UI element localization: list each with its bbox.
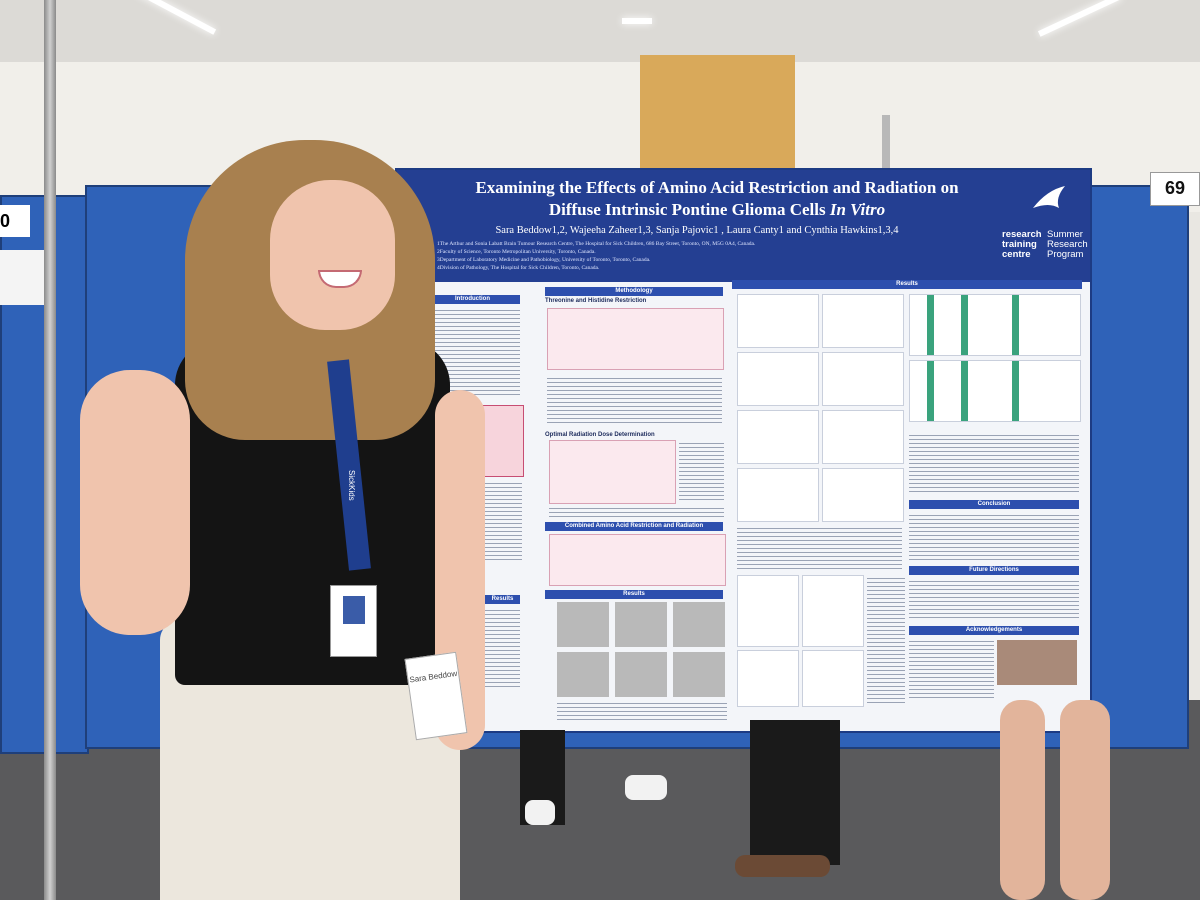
poster-number-tag: 69 [1150,172,1200,206]
name-badge: Sara Beddow [404,651,468,741]
section-results-left: Results [485,595,520,604]
sneaker [625,775,667,800]
line-graph [737,410,819,464]
ceiling-light [622,18,652,24]
results-text [485,607,520,687]
name-badge-name: Sara Beddow [408,668,458,685]
line-graph [737,468,819,522]
ceiling [0,0,1200,62]
logo-research-training-centre: research training centre [1002,229,1042,260]
line-graph [822,468,904,522]
neighbor-name-card [0,250,48,305]
subsection-threonine-histidine: Threonine and Histidine Restriction [545,298,647,304]
wood-panel [640,55,795,180]
section-introduction: Introduction [425,295,520,304]
dove-logo-icon [1033,186,1065,208]
shoe [735,855,830,877]
radiation-figure [549,440,676,504]
line-graph [737,294,819,348]
microscopy-image [673,602,725,647]
bar-chart-panel [909,294,1081,356]
poster-title-line1: Examining the Effects of Amino Acid Rest… [475,178,959,197]
poster-title-line2: Diffuse Intrinsic Pontine Glioma Cells I… [548,200,886,219]
poster-header: Examining the Effects of Amino Acid Rest… [397,170,1090,282]
figure5-caption [909,432,1079,492]
line-graph [737,352,819,406]
bar-chart [802,575,864,647]
poster-authors: Sara Beddow1,2, Wajeeha Zaheer1,3, Sanja… [495,225,899,236]
group-photos [997,640,1077,685]
logo-summer-research-program: Summer Research Program [1047,229,1088,260]
intro-text-2 [482,480,522,560]
radiation-text [679,440,724,502]
visitor-leg [1000,700,1045,900]
id-badge [330,585,377,657]
bar-chart [802,650,864,707]
methods-text [547,375,722,425]
microscopy-image [615,602,667,647]
microscopy-image [615,652,667,697]
bar-chart [737,650,799,707]
section-future-directions: Future Directions [909,566,1079,575]
microscopy-image [673,652,725,697]
conclusion-text [909,512,1079,560]
radiation-text-2 [549,505,724,519]
neighbor-board-number: 0 [0,205,30,237]
microscopy-image [557,602,609,647]
section-results-mid: Results [545,590,723,599]
microscopy-image [557,652,609,697]
methods-figure [547,308,724,370]
sneaker [525,800,555,825]
future-text [909,578,1079,618]
figure4-caption [867,575,905,705]
visitor-trousers [750,720,840,865]
poster-affiliation: 1The Arthur and Sonia Labatt Brain Tumou… [437,241,756,247]
figure-caption [557,700,727,720]
section-acknowledgements: Acknowledgements [909,626,1079,635]
line-graph [822,410,904,464]
poster-affiliation: 3Department of Laboratory Medicine and P… [437,257,651,263]
bar-chart [737,575,799,647]
poster-affiliation: 2Faculty of Science, Toronto Metropolita… [437,249,596,255]
left-arm [80,370,190,635]
section-methodology: Methodology [545,287,723,296]
poster-affiliation: 4Division of Pathology, The Hospital for… [437,265,600,271]
visitor-leg [1060,700,1110,900]
acknowledgements-text [909,638,994,700]
scientific-poster: Examining the Effects of Amino Acid Rest… [395,168,1092,733]
line-graph [822,352,904,406]
support-pole [44,0,56,900]
bar-chart-panel [909,360,1081,422]
section-combined: Combined Amino Acid Restriction and Radi… [545,522,723,531]
line-graph [822,294,904,348]
results-caption [737,525,902,570]
face [270,180,395,330]
board-pole [882,115,890,175]
combined-figure [549,534,726,586]
section-results-right: Results [732,280,1082,289]
subsection-radiation-dose: Optimal Radiation Dose Determination [545,432,655,438]
section-conclusion: Conclusion [909,500,1079,509]
lanyard-text: SickKids [347,470,356,501]
